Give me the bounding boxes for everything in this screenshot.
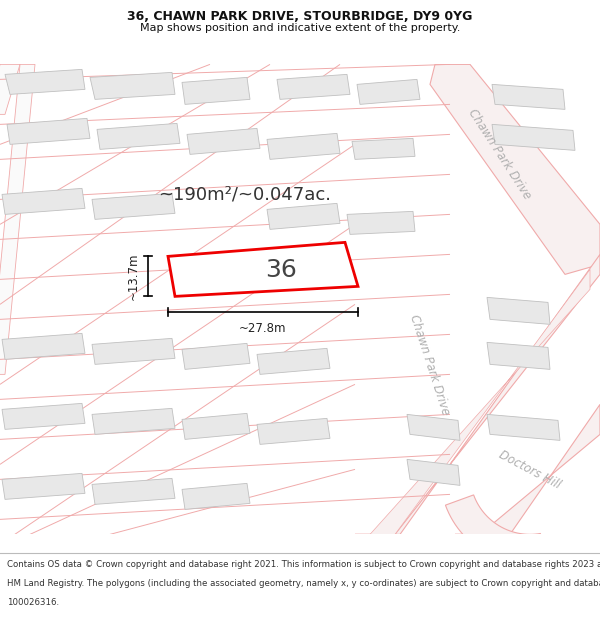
Polygon shape <box>182 78 250 104</box>
Polygon shape <box>97 123 180 149</box>
Polygon shape <box>92 408 175 434</box>
Polygon shape <box>2 333 85 359</box>
Polygon shape <box>90 72 175 99</box>
Polygon shape <box>182 483 250 509</box>
Text: Chawn Park Drive: Chawn Park Drive <box>407 312 452 416</box>
Text: Contains OS data © Crown copyright and database right 2021. This information is : Contains OS data © Crown copyright and d… <box>7 560 600 569</box>
Polygon shape <box>92 338 175 364</box>
Polygon shape <box>0 64 20 114</box>
Text: 100026316.: 100026316. <box>7 599 59 608</box>
Polygon shape <box>357 79 420 104</box>
Polygon shape <box>2 403 85 429</box>
Polygon shape <box>487 298 550 324</box>
Polygon shape <box>92 478 175 504</box>
Polygon shape <box>355 254 600 534</box>
Text: HM Land Registry. The polygons (including the associated geometry, namely x, y c: HM Land Registry. The polygons (includin… <box>7 579 600 588</box>
Text: ~13.7m: ~13.7m <box>127 253 140 300</box>
Polygon shape <box>267 133 340 159</box>
Polygon shape <box>455 404 600 534</box>
Polygon shape <box>407 414 460 441</box>
Polygon shape <box>492 124 575 151</box>
Polygon shape <box>0 64 35 374</box>
Text: 36, CHAWN PARK DRIVE, STOURBRIDGE, DY9 0YG: 36, CHAWN PARK DRIVE, STOURBRIDGE, DY9 0… <box>127 11 473 24</box>
Polygon shape <box>182 343 250 369</box>
Polygon shape <box>7 118 90 144</box>
Polygon shape <box>2 473 85 499</box>
Polygon shape <box>492 84 565 109</box>
Polygon shape <box>347 211 415 234</box>
Polygon shape <box>487 342 550 369</box>
Polygon shape <box>445 495 545 564</box>
Polygon shape <box>407 459 460 486</box>
Polygon shape <box>277 74 350 99</box>
Text: ~27.8m: ~27.8m <box>239 322 287 336</box>
Polygon shape <box>430 64 600 274</box>
Polygon shape <box>257 348 330 374</box>
Polygon shape <box>352 138 415 159</box>
Polygon shape <box>92 193 175 219</box>
Polygon shape <box>5 69 85 94</box>
Text: Doctors Hill: Doctors Hill <box>497 448 563 491</box>
Text: ~190m²/~0.047ac.: ~190m²/~0.047ac. <box>158 186 331 203</box>
Text: Chawn Park Drive: Chawn Park Drive <box>466 107 534 202</box>
Polygon shape <box>487 414 560 441</box>
Polygon shape <box>182 413 250 439</box>
Polygon shape <box>187 128 260 154</box>
Text: 36: 36 <box>266 258 298 282</box>
Polygon shape <box>267 203 340 229</box>
Polygon shape <box>2 188 85 214</box>
Polygon shape <box>350 269 590 534</box>
Polygon shape <box>257 418 330 444</box>
Text: Map shows position and indicative extent of the property.: Map shows position and indicative extent… <box>140 23 460 33</box>
Polygon shape <box>168 242 358 296</box>
